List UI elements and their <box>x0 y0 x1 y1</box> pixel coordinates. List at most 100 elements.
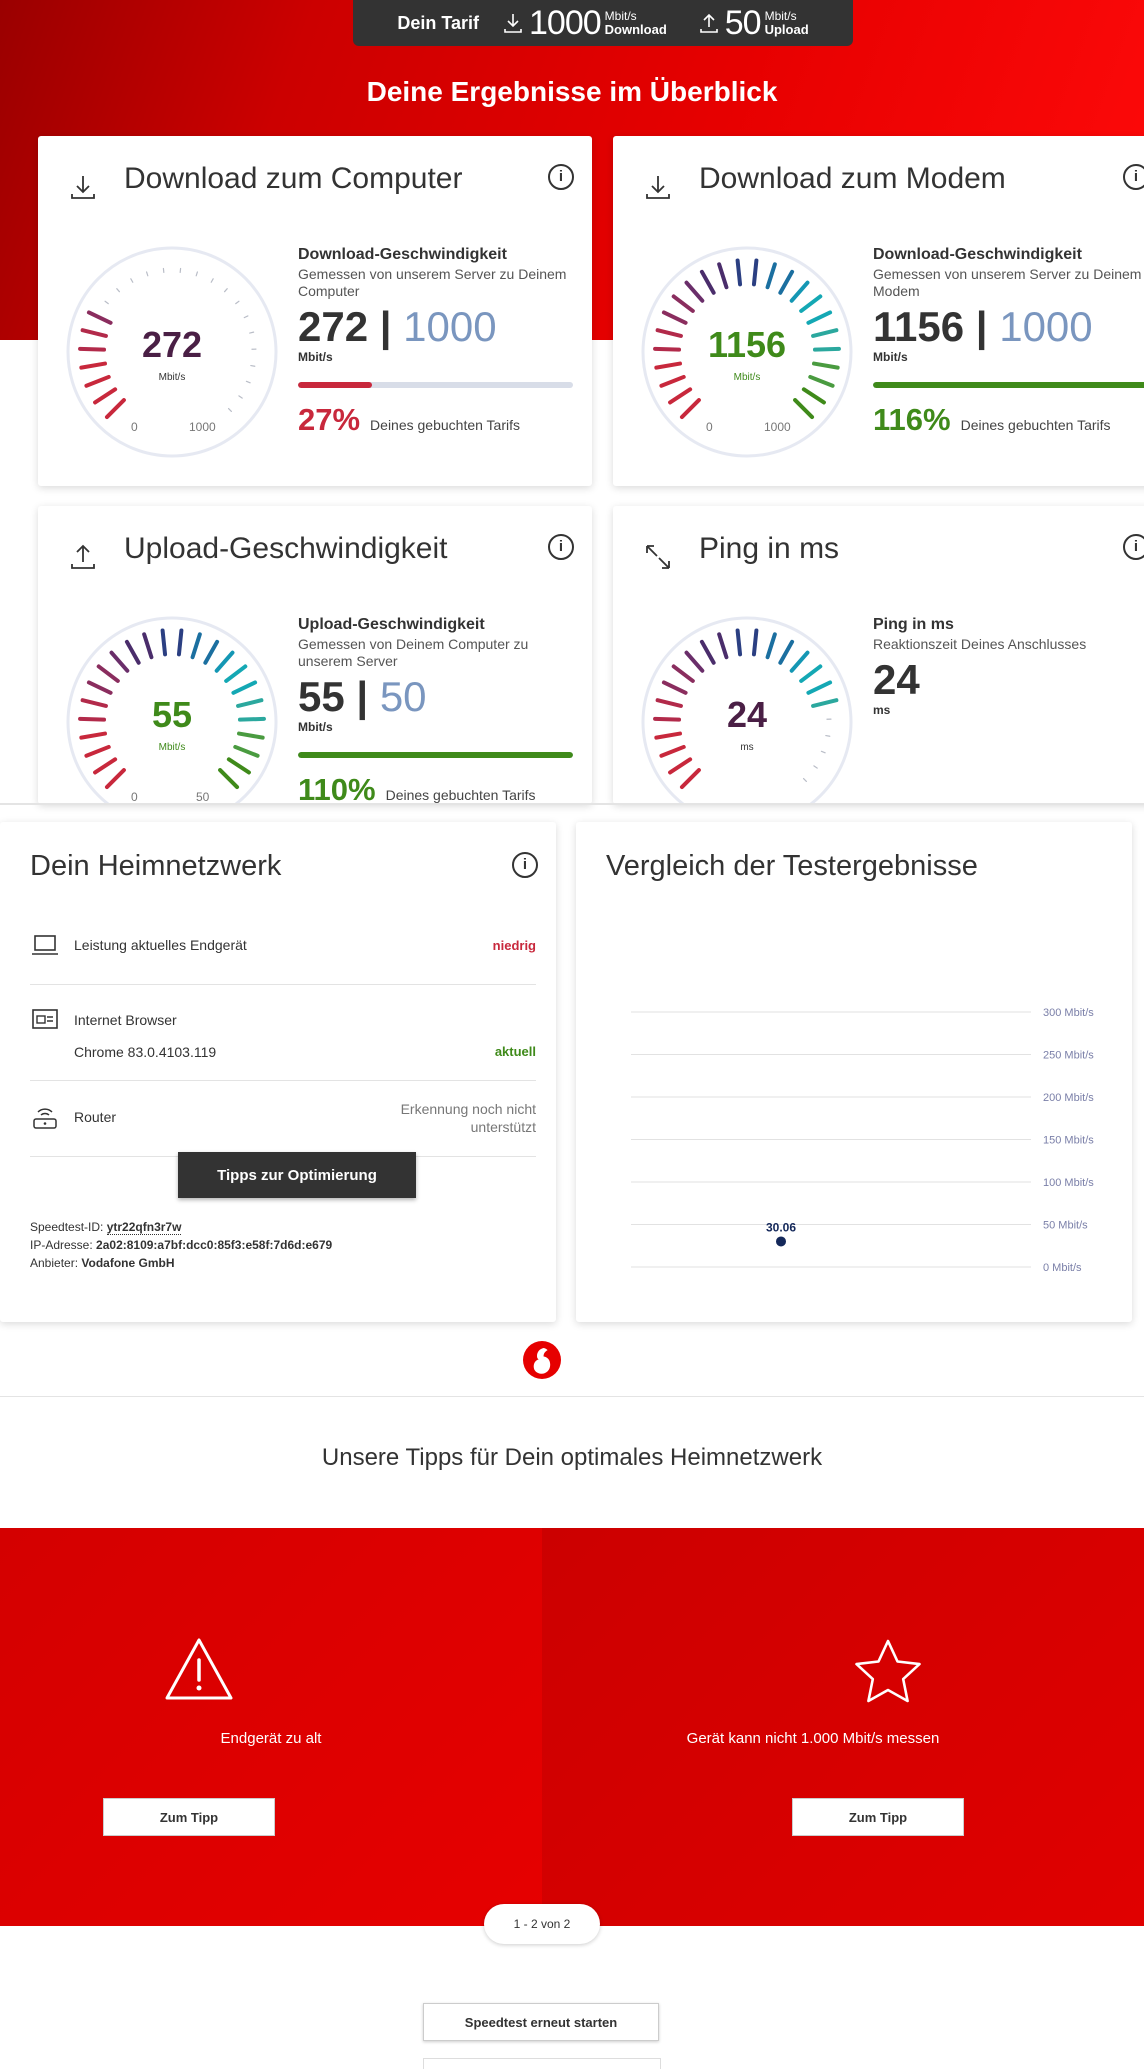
metric-max: 1000 <box>999 303 1092 350</box>
page-title: Deine Ergebnisse im Überblick <box>0 76 1144 108</box>
metric-subtitle: Reaktionszeit Deines Anschlusses <box>873 636 1144 653</box>
metric-download-modem: Download-Geschwindigkeit Gemessen von un… <box>873 246 1144 438</box>
card-title: Ping in ms <box>699 532 839 566</box>
gauge: 24 ms <box>641 616 853 804</box>
metric-unit: Mbit/s <box>298 720 573 734</box>
y-tick-label: 150 Mbit/s <box>1043 1135 1094 1147</box>
percent-value: 116% <box>873 402 951 438</box>
gauge-value: 272 <box>66 324 278 366</box>
card-title: Dein Heimnetzwerk <box>30 850 281 883</box>
download-icon <box>641 170 675 204</box>
router-icon <box>30 1102 60 1132</box>
upload-icon <box>66 540 100 574</box>
metric-subtitle: Gemessen von unserem Server zu Deinem Co… <box>298 266 573 300</box>
gauge-min: 0 <box>131 420 138 434</box>
gauge: 55 Mbit/s 0 50 <box>66 616 278 804</box>
y-tick-label: 100 Mbit/s <box>1043 1177 1094 1189</box>
data-point <box>776 1236 786 1246</box>
info-icon[interactable]: i <box>1123 534 1144 560</box>
tariff-upload-caption: Upload <box>765 23 809 36</box>
gauge-max: 50 <box>196 790 209 804</box>
gauge-tick <box>738 630 740 654</box>
gauge-tick <box>179 630 181 654</box>
metric-max: 50 <box>380 673 427 720</box>
expand-arrows-icon <box>641 540 675 574</box>
percent-text: Deines gebuchten Tarifs <box>386 787 536 803</box>
tariff-upload-value: 50 <box>725 4 761 43</box>
tip-text: Gerät kann nicht 1.000 Mbit/s messen <box>512 1730 1114 1747</box>
metric-unit: Mbit/s <box>873 350 1144 364</box>
restart-speedtest-button[interactable]: Speedtest erneut starten <box>423 2003 659 2041</box>
card-download-computer: Download zum Computer i 272 Mbit/s 0 100… <box>38 136 592 486</box>
percent-value: 110% <box>298 772 376 804</box>
metric-upload: Upload-Geschwindigkeit Gemessen von Dein… <box>298 616 573 804</box>
tip-button[interactable]: Zum Tipp <box>103 1798 275 1836</box>
metric-values: 24 <box>873 657 1144 703</box>
tip-text: Endgerät zu alt <box>0 1730 542 1747</box>
tip-panel-2: Gerät kann nicht 1.000 Mbit/s messen Zum… <box>542 1528 1144 1926</box>
gauge-min: 0 <box>706 420 713 434</box>
row-label: Router <box>74 1109 116 1125</box>
optimization-tips-button[interactable]: Tipps zur Optimierung <box>178 1152 416 1198</box>
gauge-tick <box>163 630 165 654</box>
star-icon <box>853 1638 923 1704</box>
gauge-unit: Mbit/s <box>641 372 853 383</box>
section-divider <box>0 803 1144 805</box>
metric-value: 272 <box>298 303 368 350</box>
metric-values: 1156 | 1000 <box>873 304 1144 350</box>
download-icon <box>501 11 525 35</box>
row-label: Leistung aktuelles Endgerät <box>74 937 247 953</box>
provider-line: Anbieter: Vodafone GmbH <box>30 1256 175 1270</box>
percent-text: Deines gebuchten Tarifs <box>961 417 1111 433</box>
gauge: 272 Mbit/s 0 1000 <box>66 246 278 458</box>
card-download-modem: Download zum Modem i 1156 Mbit/s 0 1000 … <box>613 136 1144 486</box>
info-icon[interactable]: i <box>548 164 574 190</box>
percent-text: Deines gebuchten Tarifs <box>370 417 520 433</box>
gauge-unit: Mbit/s <box>66 372 278 383</box>
metric-title: Ping in ms <box>873 616 1144 634</box>
metric-unit: ms <box>873 703 1144 717</box>
metric-subtitle: Gemessen von unserem Server zu Deinem Mo… <box>873 266 1144 300</box>
card-upload: Upload-Geschwindigkeit i 55 Mbit/s 0 50 … <box>38 506 592 804</box>
home-row-device: Leistung aktuelles Endgerät niedrig <box>30 908 536 985</box>
info-icon[interactable]: i <box>1123 164 1144 190</box>
laptop-icon <box>30 930 60 960</box>
row-value: aktuell <box>495 1044 536 1059</box>
tip-button[interactable]: Zum Tipp <box>792 1798 964 1836</box>
tariff-download-value: 1000 <box>529 4 601 43</box>
card-home-network: Dein Heimnetzwerk i Leistung aktuelles E… <box>0 822 556 1322</box>
gauge-value: 1156 <box>641 324 853 366</box>
row-value: niedrig <box>493 938 536 953</box>
card-title: Vergleich der Testergebnisse <box>606 850 978 883</box>
metric-values: 272 | 1000 <box>298 304 573 350</box>
card-title: Download zum Modem <box>699 162 1006 196</box>
warning-icon <box>163 1636 235 1702</box>
provider: Vodafone GmbH <box>81 1256 174 1270</box>
download-icon <box>66 170 100 204</box>
ip-line: IP-Adresse: 2a02:8109:a7bf:dcc0:85f3:e58… <box>30 1238 332 1252</box>
metric-ping: Ping in ms Reaktionszeit Deines Anschlus… <box>873 616 1144 717</box>
data-label: 30.06 <box>766 1220 796 1234</box>
card-title: Upload-Geschwindigkeit <box>124 532 448 566</box>
metric-max: 1000 <box>403 303 496 350</box>
home-row-router: Router Erkennung noch nicht unterstützt <box>30 1080 536 1157</box>
metric-title: Download-Geschwindigkeit <box>298 246 573 264</box>
carousel-pager[interactable]: 1 - 2 von 2 <box>484 1904 600 1944</box>
info-icon[interactable]: i <box>512 852 538 878</box>
percent-value: 27% <box>298 402 360 438</box>
progress-bar <box>298 382 573 388</box>
metric-values: 55 | 50 <box>298 674 573 720</box>
y-tick-label: 300 Mbit/s <box>1043 1007 1094 1019</box>
ip-address: 2a02:8109:a7bf:dcc0:85f3:e58f:7d6d:e679 <box>96 1238 332 1252</box>
info-icon[interactable]: i <box>548 534 574 560</box>
row-label: Internet Browser <box>74 1012 177 1028</box>
speedtest-id[interactable]: ytr22qfn3r7w <box>107 1220 182 1235</box>
tips-title: Unsere Tipps für Dein optimales Heimnetz… <box>0 1444 1144 1472</box>
y-tick-label: 0 Mbit/s <box>1043 1262 1082 1274</box>
gauge-tick <box>738 260 740 284</box>
speedtest-id-line: Speedtest-ID: ytr22qfn3r7w <box>30 1220 181 1234</box>
